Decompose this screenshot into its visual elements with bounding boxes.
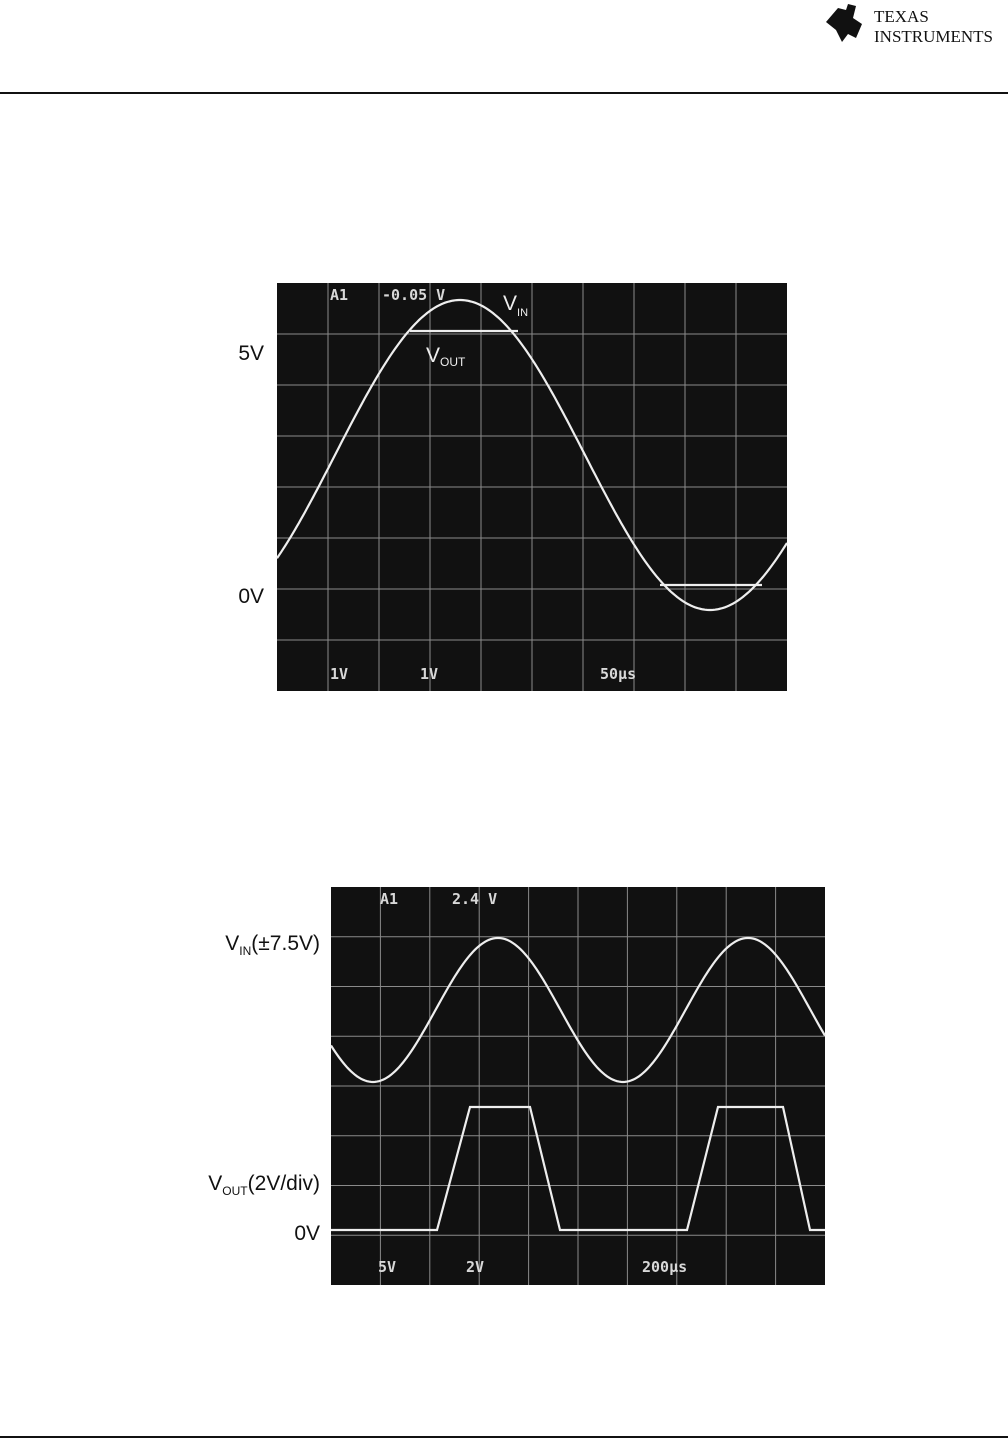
logo-mark (826, 4, 862, 42)
scope-text: A1 (380, 890, 398, 908)
label-main: V (225, 932, 239, 955)
label-sub: IN (239, 944, 251, 958)
scope-grid (331, 887, 825, 1285)
side-label: 0V (238, 585, 264, 608)
vout-trace (331, 1105, 825, 1232)
side-label: VIN(±7.5V) (225, 932, 320, 958)
scope-text: 200µs (642, 1258, 687, 1276)
scope-text: 5V (378, 1258, 396, 1276)
label-main: V (426, 344, 440, 367)
logo-text: INSTRUMENTS (874, 27, 993, 46)
vin-trace (276, 298, 788, 612)
ti-logo: TEXAS INSTRUMENTS (826, 4, 993, 46)
label-main: V (503, 292, 517, 315)
label-sub: OUT (440, 355, 466, 369)
scope-grid (277, 283, 787, 691)
scope-text: 50µs (600, 665, 636, 683)
vin-trace (330, 936, 826, 1084)
trace-label: VIN (503, 292, 528, 319)
label-suffix: (2V/div) (248, 1172, 320, 1195)
label-sub: OUT (222, 1184, 248, 1198)
label-suffix: (±7.5V) (251, 932, 320, 955)
scope-text: 1V (420, 665, 438, 683)
scope-text: 1V (330, 665, 348, 683)
scope-text: 2V (466, 1258, 484, 1276)
logo-text: TEXAS (874, 7, 929, 26)
scope-text: A1 (330, 286, 348, 304)
scope-text: 2.4 V (452, 890, 497, 908)
label-sub: IN (517, 307, 528, 319)
trace-label: VOUT (426, 344, 466, 369)
scope-text: -0.05 V (382, 286, 445, 304)
side-label: 5V (238, 342, 264, 365)
label-main: V (208, 1172, 222, 1195)
side-label: 0V (294, 1222, 320, 1245)
side-label: VOUT(2V/div) (208, 1172, 320, 1198)
